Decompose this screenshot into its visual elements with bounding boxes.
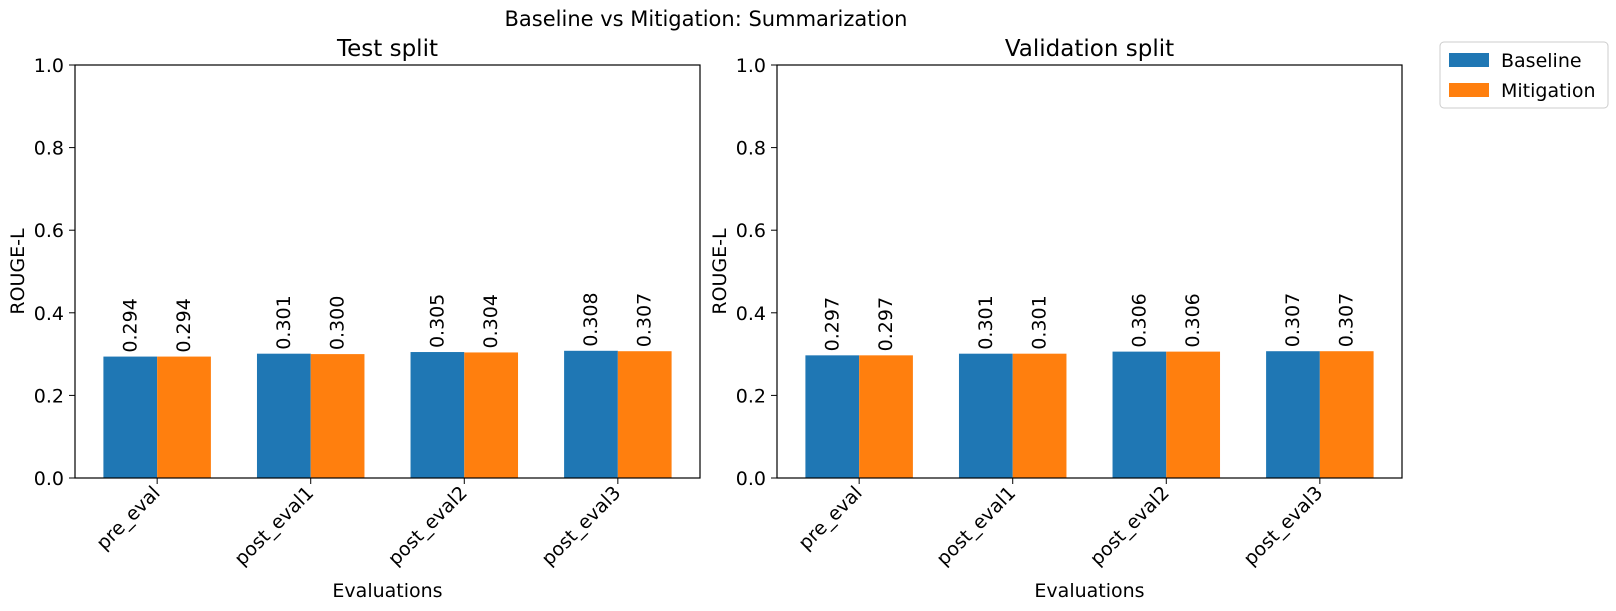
- y-tick-label: 0.0: [736, 468, 766, 490]
- bar-mitigation-post_eval1: [1012, 353, 1067, 478]
- bar-mitigation-post_eval2: [464, 352, 519, 478]
- y-tick-label: 1.0: [736, 55, 766, 77]
- y-tick-label: 0.2: [34, 385, 64, 407]
- panels: Test split 0.0 0.2 0.4 0.6 0.8 1.0 ROUGE-L 0.294…: [7, 36, 1403, 602]
- x-tick-label: post_eval1: [932, 482, 1020, 570]
- x-tick-label: pre_eval: [794, 482, 866, 554]
- bar-value-label: 0.301: [273, 295, 295, 349]
- x-tick-label: post_eval1: [230, 482, 318, 570]
- bar-value-label: 0.297: [821, 297, 843, 351]
- bar-value-label: 0.304: [480, 294, 502, 348]
- bar-mitigation-pre_eval: [157, 356, 211, 478]
- figure-title: Baseline vs Mitigation: Summarization: [505, 7, 908, 31]
- x-axis-label: Evaluations: [1034, 580, 1144, 602]
- bar-value-label: 0.306: [1128, 293, 1150, 347]
- chart-panel-2: Validation split 0.0 0.2 0.4 0.6 0.8 1.0 ROUGE-…: [709, 36, 1403, 602]
- bar-value-label: 0.307: [1282, 293, 1304, 347]
- bar-value-label: 0.307: [1336, 293, 1358, 347]
- y-tick-label: 0.6: [736, 220, 766, 242]
- bar-baseline-pre_eval: [103, 356, 158, 478]
- bar-baseline-post_eval2: [1112, 351, 1167, 478]
- bar-value-label: 0.294: [173, 298, 195, 352]
- legend-swatch-mitigation: [1449, 83, 1489, 97]
- y-tick-label: 0.4: [736, 303, 766, 325]
- bar-baseline-post_eval1: [958, 353, 1013, 478]
- bar-value-label: 0.294: [119, 298, 141, 352]
- chart-panel-1: Test split 0.0 0.2 0.4 0.6 0.8 1.0 ROUGE-L 0.294…: [7, 36, 701, 602]
- x-axis-label: Evaluations: [332, 580, 442, 602]
- bar-baseline-post_eval3: [564, 350, 618, 478]
- legend: Baseline Mitigation: [1439, 41, 1609, 109]
- legend-label-baseline: Baseline: [1501, 50, 1582, 72]
- bar-value-label: 0.301: [975, 295, 997, 349]
- bar-baseline-post_eval3: [1266, 351, 1320, 478]
- bar-mitigation-post_eval2: [1166, 351, 1221, 478]
- y-tick-label: 0.4: [34, 303, 64, 325]
- bar-mitigation-pre_eval: [859, 355, 913, 478]
- x-tick-label: post_eval2: [384, 482, 472, 570]
- bar-value-label: 0.297: [875, 297, 897, 351]
- legend-swatch-baseline: [1449, 53, 1489, 67]
- x-tick-label: pre_eval: [92, 482, 164, 554]
- y-tick-label: 0.0: [34, 468, 64, 490]
- plot-frame: [776, 64, 1403, 479]
- bar-value-label: 0.307: [634, 293, 656, 347]
- bar-baseline-pre_eval: [805, 355, 860, 478]
- bar-mitigation-post_eval3: [617, 351, 672, 478]
- y-tick-label: 1.0: [34, 55, 64, 77]
- y-axis-label: ROUGE-L: [7, 228, 29, 315]
- bar-mitigation-post_eval3: [1319, 351, 1374, 478]
- x-tick-label: post_eval3: [537, 482, 625, 570]
- bar-baseline-post_eval1: [256, 353, 311, 478]
- bar-mitigation-post_eval1: [310, 354, 365, 478]
- panel-title: Validation split: [1005, 36, 1174, 62]
- bar-value-label: 0.306: [1182, 293, 1204, 347]
- bar-baseline-post_eval2: [410, 352, 465, 478]
- bar-value-label: 0.308: [580, 292, 602, 346]
- y-tick-label: 0.8: [34, 138, 64, 160]
- y-tick-label: 0.2: [736, 385, 766, 407]
- bar-value-label: 0.301: [1029, 295, 1051, 349]
- legend-label-mitigation: Mitigation: [1501, 80, 1596, 102]
- y-axis-label: ROUGE-L: [709, 228, 731, 315]
- panel-title: Test split: [336, 36, 438, 62]
- plot-frame: [74, 64, 701, 479]
- x-tick-label: post_eval3: [1239, 482, 1327, 570]
- y-tick-label: 0.6: [34, 220, 64, 242]
- y-tick-label: 0.8: [736, 138, 766, 160]
- bar-value-label: 0.305: [426, 294, 448, 348]
- bar-value-label: 0.300: [327, 296, 349, 350]
- x-tick-label: post_eval2: [1086, 482, 1174, 570]
